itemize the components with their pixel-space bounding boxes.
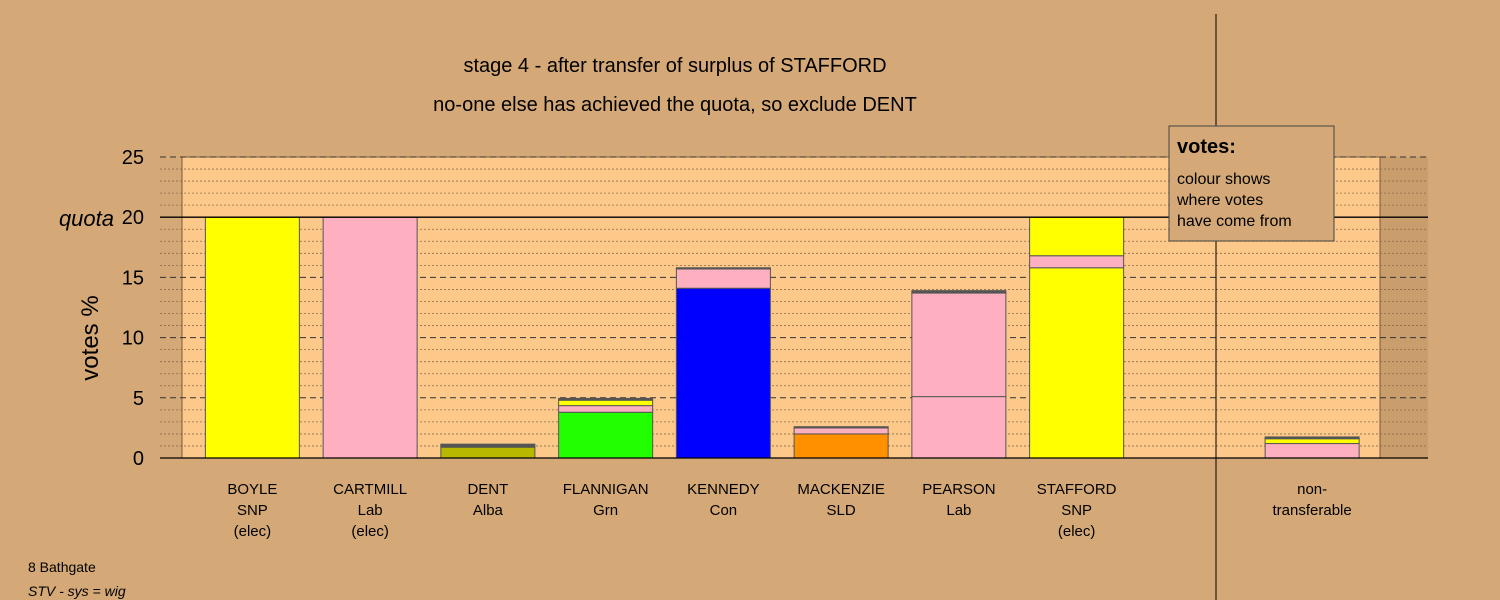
footer-constituency: 8 Bathgate: [28, 559, 96, 575]
x-tick-label: (elec): [234, 523, 272, 540]
x-tick-label: BOYLE: [227, 481, 277, 498]
y-tick-label: 15: [122, 267, 144, 289]
x-tick-label: SNP: [1061, 502, 1092, 519]
x-tick-label: SLD: [827, 502, 856, 519]
bar-segment: [675, 268, 771, 289]
y-tick-label: 0: [133, 448, 144, 470]
plot-side-shade: [1380, 157, 1428, 458]
x-tick-label: (elec): [1058, 523, 1096, 540]
y-tick-label: 25: [122, 147, 144, 169]
x-tick-label: MACKENZIE: [797, 481, 885, 498]
bar-segment: [911, 290, 1007, 294]
x-tick-label: Alba: [473, 502, 504, 519]
legend-title: votes:: [1177, 136, 1236, 158]
x-tick-label: (elec): [351, 523, 389, 540]
x-tick-label: Con: [710, 502, 738, 519]
y-tick-label: 5: [133, 388, 144, 410]
y-axis-label: votes %: [77, 295, 104, 380]
x-tick-label: Lab: [946, 502, 971, 519]
legend-box: [1168, 125, 1335, 242]
bar-segment: [558, 399, 654, 407]
x-tick-label: CARTMILL: [333, 481, 407, 498]
bar-segment: [558, 405, 654, 413]
bar-segment: [675, 287, 771, 459]
legend: votes: colour shows where votes have com…: [1168, 125, 1335, 242]
legend-line-3: have come from: [1177, 213, 1292, 230]
bar-segment: [1264, 436, 1360, 440]
y-axis: 0 5 10 15 20 25 quota: [59, 147, 1428, 470]
chart-subtitle: no-one else has achieved the quota, so e…: [433, 94, 917, 116]
bar-segment: [793, 433, 889, 459]
bar-segment: [793, 426, 889, 429]
bar-segment: [1264, 438, 1360, 445]
bar-segment: [1264, 443, 1360, 459]
bar-segment: [440, 443, 536, 448]
chart-title: stage 4 - after transfer of surplus of S…: [463, 55, 886, 77]
bar-segment: [1029, 255, 1125, 269]
bars: [204, 216, 1360, 459]
x-tick-label: STAFFORD: [1037, 481, 1117, 498]
x-axis-labels: BOYLE SNP (elec) CARTMILL Lab (elec) DENT Alba F…: [227, 481, 1351, 540]
x-tick-label: FLANNIGAN: [563, 481, 649, 498]
bar-segment: [793, 427, 889, 435]
bar-segment: [558, 397, 654, 401]
x-tick-label: DENT: [467, 481, 508, 498]
footer-system: STV - sys = wig: [28, 583, 126, 599]
x-tick-label: non-: [1297, 481, 1327, 498]
bar-segment: [675, 267, 771, 270]
y-tick-label: 10: [122, 328, 144, 350]
legend-line-2: where votes: [1176, 192, 1263, 209]
bar-segment: [440, 446, 536, 459]
legend-line-1: colour shows: [1177, 171, 1270, 188]
x-tick-label: KENNEDY: [687, 481, 760, 498]
bar-segment: [1029, 216, 1125, 257]
bar-segment: [911, 396, 1007, 459]
bar-segment: [1029, 267, 1125, 459]
x-tick-label: Lab: [358, 502, 383, 519]
x-tick-label: SNP: [237, 502, 268, 519]
quota-label: quota: [59, 206, 114, 231]
bar-segment: [558, 411, 654, 459]
x-tick-label: transferable: [1273, 502, 1352, 519]
bar-segment: [204, 216, 300, 459]
bar-segment: [322, 216, 418, 459]
x-tick-label: Grn: [593, 502, 618, 519]
y-tick-label: 20: [122, 207, 144, 229]
x-tick-label: PEARSON: [922, 481, 995, 498]
bar-segment: [911, 292, 1007, 398]
